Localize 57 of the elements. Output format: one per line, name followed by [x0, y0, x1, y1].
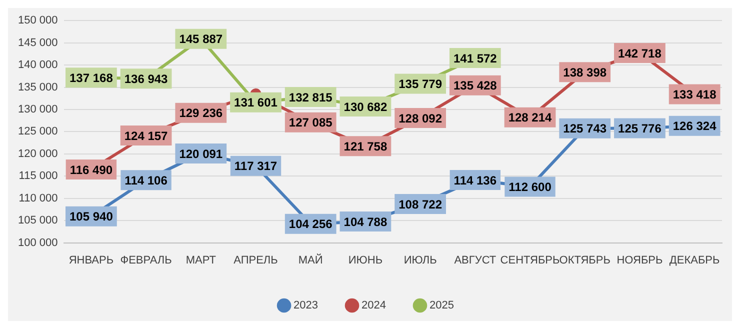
data-label: 128 092: [398, 111, 442, 126]
y-tick-label: 135 000: [18, 81, 58, 94]
data-label: 104 256: [288, 217, 333, 232]
y-tick-label: 100 000: [18, 236, 58, 249]
y-tick-label: 145 000: [18, 36, 58, 49]
x-tick-label: ФЕВРАЛЬ: [120, 254, 172, 266]
y-tick-label: 140 000: [18, 59, 58, 72]
data-label: 129 236: [179, 106, 223, 120]
x-tick-label: МАЙ: [298, 253, 323, 266]
y-tick-label: 150 000: [18, 14, 58, 27]
x-tick-label: ОКТЯБРЬ: [559, 254, 610, 266]
x-tick-label: ИЮНЬ: [348, 254, 383, 266]
x-tick-label: ДЕКАБРЬ: [669, 254, 720, 266]
data-label: 128 214: [508, 110, 552, 125]
data-label: 116 490: [70, 162, 113, 177]
y-tick-label: 130 000: [18, 104, 58, 116]
legend-label: 2025: [429, 300, 454, 312]
data-label: 105 940: [69, 210, 114, 224]
data-label: 142 718: [618, 46, 662, 60]
data-label: 138 398: [563, 65, 607, 80]
data-label: 104 788: [344, 214, 388, 229]
y-tick-label: 125 000: [18, 126, 58, 138]
data-label: 117 317: [234, 159, 278, 174]
data-label: 135 428: [453, 78, 498, 93]
data-label: 135 779: [398, 77, 442, 92]
data-label: 133 418: [672, 88, 717, 102]
data-label: 137 168: [69, 70, 114, 85]
data-label: 124 157: [124, 128, 168, 143]
data-label: 120 091: [179, 146, 223, 161]
data-label: 114 106: [124, 173, 168, 188]
data-label: 126 324: [672, 119, 717, 134]
x-tick-label: ИЮЛЬ: [404, 254, 437, 266]
y-tick-label: 120 000: [18, 148, 58, 160]
data-label: 145 887: [179, 32, 223, 46]
data-label: 130 682: [344, 100, 388, 114]
data-label: 131 601: [234, 96, 278, 110]
x-tick-label: СЕНТЯБРЬ: [500, 254, 560, 266]
data-label: 108 722: [398, 197, 442, 212]
x-tick-label: МАРТ: [186, 254, 216, 266]
data-label: 136 943: [124, 72, 168, 86]
data-label: 141 572: [453, 51, 498, 66]
data-label: 125 743: [563, 122, 607, 136]
x-tick-label: НОЯБРЬ: [616, 254, 663, 266]
data-label: 112 600: [508, 180, 552, 194]
x-tick-label: АВГУСТ: [454, 254, 496, 266]
data-label: 127 085: [288, 116, 333, 130]
legend-label: 2023: [294, 300, 318, 312]
x-tick-label: ЯНВАРЬ: [68, 254, 114, 266]
x-tick-label: АПРЕЛЬ: [234, 254, 278, 266]
legend-label: 2024: [362, 300, 386, 312]
y-tick-label: 105 000: [18, 214, 58, 227]
data-label: 125 776: [618, 122, 662, 136]
data-label: 121 758: [344, 139, 388, 154]
data-label: 114 136: [454, 173, 497, 188]
data-label: 132 815: [288, 90, 333, 104]
y-tick-label: 115 000: [18, 170, 58, 182]
y-tick-label: 110 000: [18, 192, 58, 204]
